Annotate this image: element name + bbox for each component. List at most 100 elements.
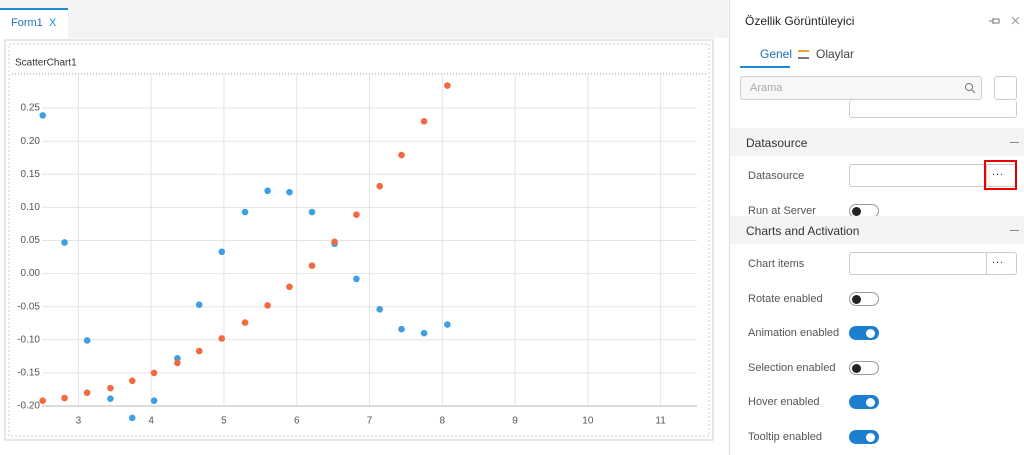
property-panel: Özellik Görüntüleyici Arama Genel Olaylar… bbox=[729, 0, 1024, 455]
x-tick-label: 4 bbox=[148, 416, 154, 427]
point bbox=[128, 377, 136, 385]
panel-title: Özellik Görüntüleyici bbox=[745, 14, 855, 28]
point bbox=[39, 397, 47, 405]
x-tick-label: 6 bbox=[294, 416, 300, 427]
collapse-icon[interactable] bbox=[1010, 230, 1019, 231]
point bbox=[353, 211, 360, 218]
point bbox=[83, 389, 91, 397]
point bbox=[308, 262, 316, 269]
pin-icon[interactable] bbox=[989, 18, 1000, 24]
panel-tab[interactable]: Genel bbox=[760, 47, 793, 61]
point bbox=[264, 187, 271, 195]
toggle-knob bbox=[852, 294, 861, 304]
x-tick-label: 10 bbox=[582, 416, 594, 427]
search-box[interactable] bbox=[740, 76, 982, 100]
y-tick-label: 0.20 bbox=[21, 136, 41, 147]
point bbox=[376, 306, 383, 313]
chart-area: Form1 X ScatterChart1 0.25 0.20 0.15 0.10 0.… bbox=[0, 0, 728, 441]
panel-tab[interactable]: Olaylar bbox=[816, 47, 855, 61]
point bbox=[241, 319, 249, 326]
point bbox=[331, 238, 338, 246]
ellipsis-button[interactable]: ... bbox=[992, 166, 1005, 178]
point bbox=[444, 321, 451, 328]
point bbox=[195, 347, 203, 355]
panel-icons bbox=[989, 16, 1020, 25]
ellipsis-button[interactable]: ... bbox=[992, 254, 1005, 266]
chart-frame bbox=[8, 43, 710, 437]
point bbox=[218, 248, 226, 256]
toggle-knob bbox=[866, 432, 875, 442]
y-tick-label: 0.00 bbox=[21, 268, 41, 279]
tab-title: Form1 bbox=[11, 17, 43, 29]
x-tick-label: 9 bbox=[512, 416, 518, 427]
point bbox=[286, 188, 293, 196]
x-tick-label: 11 bbox=[655, 416, 666, 427]
tab-icon bbox=[798, 50, 809, 59]
x-tick-label: 3 bbox=[76, 416, 82, 427]
property-label: Datasource bbox=[748, 170, 805, 182]
x-tick-label: 7 bbox=[367, 416, 373, 427]
tab-close[interactable]: X bbox=[49, 17, 57, 29]
point bbox=[420, 329, 428, 337]
point bbox=[444, 82, 451, 89]
toggle-knob bbox=[852, 206, 861, 216]
search-icon bbox=[965, 83, 976, 94]
y-tick-label: 0.05 bbox=[21, 235, 41, 246]
point bbox=[264, 302, 271, 309]
point bbox=[195, 301, 203, 309]
close-icon[interactable] bbox=[1011, 16, 1020, 25]
point bbox=[39, 112, 47, 119]
property-label: Animation enabled bbox=[748, 327, 840, 339]
point bbox=[218, 335, 226, 342]
tab-underline bbox=[740, 66, 790, 68]
section-title: Datasource bbox=[746, 136, 808, 150]
point bbox=[107, 395, 114, 403]
property-input[interactable] bbox=[849, 252, 1017, 275]
x-tick-label: 5 bbox=[221, 416, 227, 427]
x-tick-label: 8 bbox=[439, 416, 445, 427]
point bbox=[353, 275, 360, 283]
toggle-knob bbox=[852, 363, 861, 373]
point bbox=[241, 208, 249, 216]
point bbox=[376, 182, 383, 190]
property-label: Selection enabled bbox=[748, 361, 836, 374]
collapse-icon[interactable] bbox=[1010, 142, 1019, 143]
point bbox=[398, 325, 405, 333]
toggle-knob bbox=[866, 398, 875, 407]
point bbox=[128, 414, 136, 422]
point bbox=[150, 369, 158, 377]
form-frame bbox=[4, 39, 714, 441]
point bbox=[420, 118, 428, 125]
property-label: Chart items bbox=[748, 258, 805, 270]
property-label: Run at Server bbox=[748, 204, 816, 217]
point bbox=[107, 384, 114, 392]
point bbox=[83, 337, 91, 344]
toggle-knob bbox=[866, 329, 875, 338]
tab-accent bbox=[0, 8, 68, 10]
y-tick-label: -0.20 bbox=[17, 401, 40, 412]
property-label: Hover enabled bbox=[748, 396, 820, 408]
point bbox=[174, 359, 181, 367]
y-tick-label: -0.10 bbox=[17, 334, 40, 345]
section-header[interactable] bbox=[730, 216, 1024, 244]
point bbox=[286, 283, 293, 291]
highlight-box bbox=[984, 160, 1017, 190]
view-toggle[interactable] bbox=[994, 76, 1017, 100]
chart-title: ScatterChart1 bbox=[15, 58, 77, 69]
tab-bar bbox=[0, 0, 728, 38]
point bbox=[308, 208, 316, 216]
property-label: Rotate enabled bbox=[748, 292, 823, 305]
section-header[interactable] bbox=[730, 128, 1024, 156]
point bbox=[398, 151, 405, 159]
partial-input bbox=[849, 100, 1017, 118]
y-tick-label: 0.15 bbox=[21, 169, 41, 180]
point bbox=[61, 394, 68, 402]
y-tick-label: 0.25 bbox=[21, 103, 41, 114]
y-tick-label: 0.10 bbox=[21, 202, 41, 213]
y-tick-label: -0.05 bbox=[17, 301, 40, 312]
tab[interactable] bbox=[0, 8, 68, 38]
ellipsis-divider bbox=[986, 252, 987, 275]
point bbox=[174, 355, 181, 362]
ellipsis-divider bbox=[986, 164, 987, 187]
